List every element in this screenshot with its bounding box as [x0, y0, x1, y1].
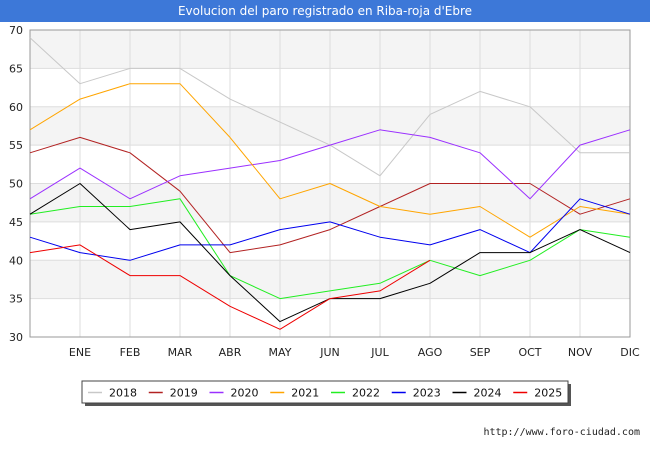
legend-box — [81, 380, 569, 404]
legend-label: 2018 — [109, 387, 137, 400]
legend-label: 2019 — [170, 387, 198, 400]
y-axis-ticks: 30 35 40 45 50 55 60 65 70 — [9, 24, 23, 344]
y-tick-label: 55 — [9, 139, 23, 152]
legend: 2018 2019 2020 2021 2022 2023 2024 2025 — [81, 380, 571, 406]
x-tick-label: NOV — [568, 346, 593, 359]
y-tick-label: 45 — [9, 216, 23, 229]
legend-label: 2024 — [474, 387, 502, 400]
y-tick-label: 60 — [9, 101, 23, 114]
x-tick-label: ENE — [69, 346, 91, 359]
chart-title: Evolucion del paro registrado en Riba-ro… — [0, 0, 650, 22]
y-tick-label: 65 — [9, 62, 23, 75]
series-line-2021 — [29, 83, 631, 238]
y-tick-label: 40 — [9, 254, 23, 267]
series-line-2022 — [29, 198, 631, 300]
legend-label: 2025 — [534, 387, 562, 400]
x-tick-label: ABR — [219, 346, 242, 359]
x-tick-label: DIC — [620, 346, 640, 359]
series-line-2019 — [29, 136, 631, 254]
legend-label: 2022 — [352, 387, 380, 400]
legend-label: 2020 — [231, 387, 259, 400]
x-tick-label: MAY — [269, 346, 292, 359]
y-tick-label: 50 — [9, 178, 23, 191]
series-lines — [29, 37, 631, 330]
legend-label: 2021 — [291, 387, 319, 400]
series-line-2020 — [29, 129, 631, 200]
x-tick-label: FEB — [120, 346, 141, 359]
plot-frame — [29, 29, 631, 338]
x-tick-label: AGO — [418, 346, 443, 359]
x-tick-label: JUN — [319, 346, 340, 359]
x-axis-ticks: ENE FEB MAR ABR MAY JUN JUL AGO SEP OCT NOV DIC — [69, 346, 640, 359]
source-url[interactable]: http://www.foro-ciudad.com — [483, 427, 640, 438]
series-line-2025 — [29, 244, 431, 330]
y-tick-label: 30 — [9, 331, 23, 344]
x-tick-label: MAR — [168, 346, 193, 359]
legend-label: 2023 — [413, 387, 441, 400]
x-tick-label: JUL — [370, 346, 389, 359]
y-tick-label: 70 — [9, 24, 23, 37]
x-tick-label: SEP — [470, 346, 491, 359]
y-tick-label: 35 — [9, 293, 23, 306]
x-tick-label: OCT — [518, 346, 541, 359]
